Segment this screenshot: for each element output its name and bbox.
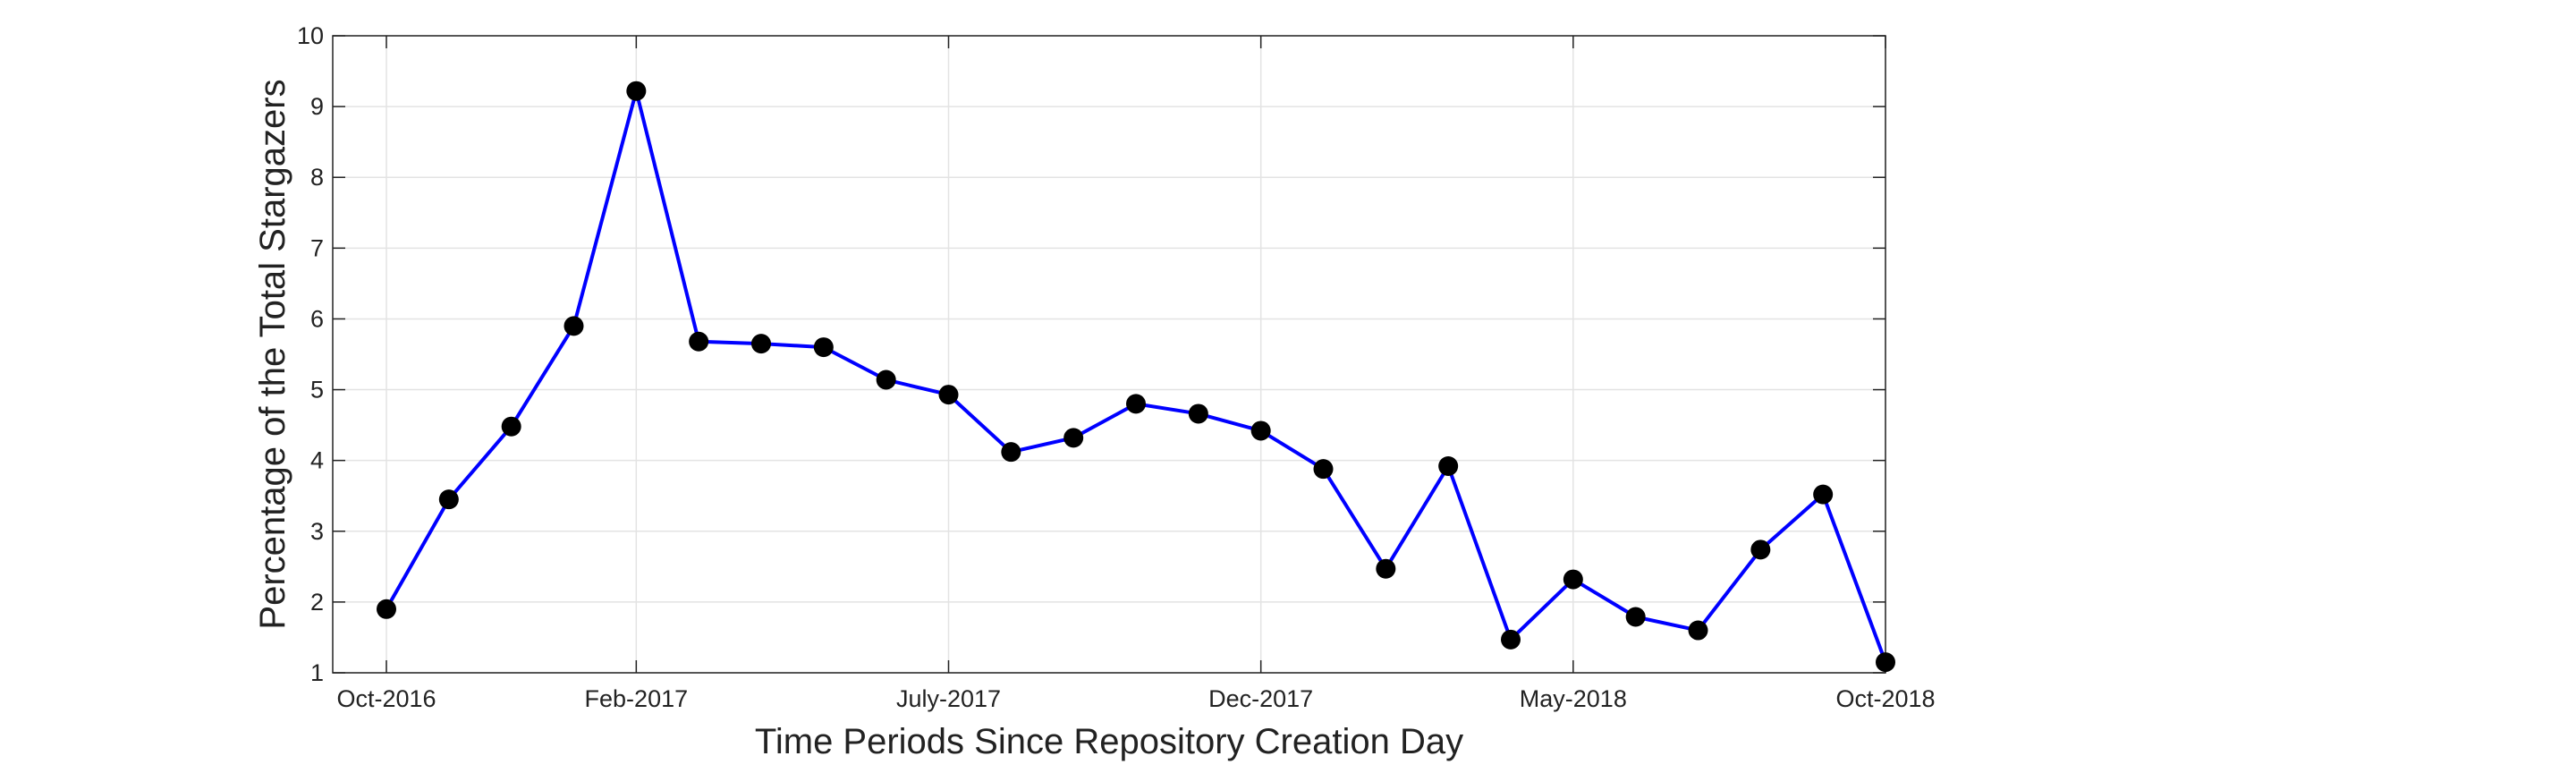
y-tick-label: 8 — [310, 164, 324, 191]
data-point — [876, 370, 896, 390]
data-point — [1813, 484, 1834, 505]
y-tick-label: 2 — [310, 589, 324, 616]
y-tick-label: 7 — [310, 234, 324, 261]
series-line — [385, 89, 1887, 663]
data-point — [377, 599, 396, 619]
x-tick-label: May-2018 — [1520, 685, 1627, 712]
data-point — [1876, 652, 1895, 673]
data-point — [1625, 607, 1646, 627]
y-tick-label: 1 — [310, 659, 324, 686]
x-tick-label: Oct-2016 — [336, 685, 436, 712]
plot-frame — [332, 35, 1886, 674]
data-point — [1563, 569, 1583, 590]
y-tick-label: 6 — [310, 305, 324, 332]
x-tick-label: July-2017 — [896, 685, 1001, 712]
y-tick-label: 4 — [310, 447, 324, 474]
data-point — [1438, 455, 1459, 476]
data-point — [1250, 420, 1271, 441]
data-series — [377, 81, 1895, 673]
data-point — [689, 331, 709, 352]
data-point — [501, 416, 521, 437]
y-tick-label: 3 — [310, 518, 324, 545]
grid — [333, 35, 1886, 674]
data-point — [751, 334, 771, 354]
y-tick-label: 5 — [310, 377, 324, 403]
x-axis-label: Time Periods Since Repository Creation D… — [755, 722, 1463, 761]
y-tick-label: 10 — [297, 22, 324, 49]
data-point — [1001, 442, 1021, 463]
x-tick-label: Feb-2017 — [585, 685, 689, 712]
x-tick-label: Oct-2018 — [1835, 685, 1935, 712]
axis-ticks: 1 2 3 4 5 6 7 8 9 10 Oct-2016 Feb-2017 July-2017 Dec-… — [297, 22, 1936, 712]
data-point — [1188, 403, 1208, 424]
data-point — [1688, 620, 1708, 641]
data-point — [1501, 629, 1521, 650]
data-point — [1376, 558, 1396, 579]
data-point — [438, 489, 459, 510]
data-point — [1313, 459, 1334, 480]
data-point — [1063, 428, 1084, 448]
y-axis-label: Percentage of the Total Stargazers — [253, 79, 292, 629]
data-point — [1126, 394, 1146, 414]
data-point — [938, 385, 959, 405]
y-tick-label: 9 — [310, 93, 324, 120]
x-tick-label: Dec-2017 — [1208, 685, 1313, 712]
data-point — [626, 81, 647, 101]
data-point — [564, 316, 584, 336]
data-point — [813, 337, 834, 358]
data-point — [1750, 539, 1771, 560]
